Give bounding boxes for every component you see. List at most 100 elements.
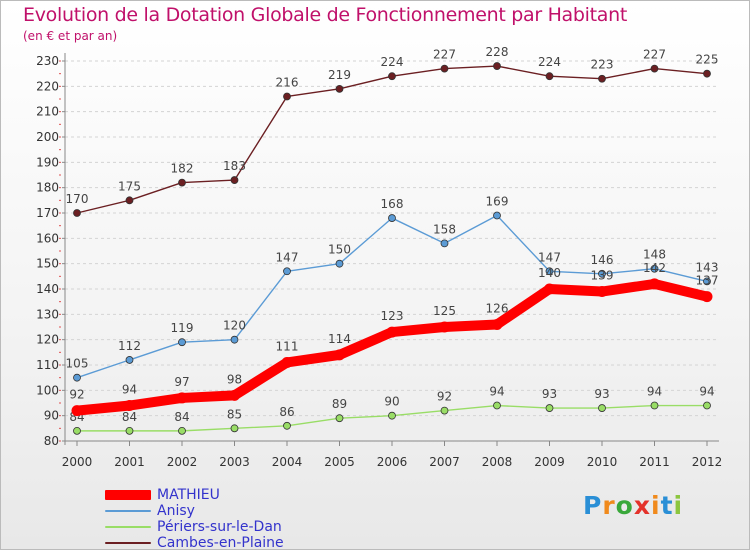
- series-line-cambes-en-plaine: [76, 65, 708, 214]
- data-point: [650, 264, 659, 273]
- data-label: 84: [174, 410, 189, 424]
- data-point: [650, 401, 659, 410]
- data-label: 225: [696, 53, 719, 67]
- data-point: [703, 401, 711, 410]
- y-tick-label: 220: [36, 79, 59, 93]
- data-label: 182: [171, 162, 194, 176]
- y-tick-label: 180: [36, 181, 59, 195]
- data-point: [701, 291, 713, 303]
- x-tick-label: 2004: [272, 455, 303, 469]
- logo-letter: i: [651, 491, 661, 520]
- data-label: 98: [227, 372, 242, 386]
- x-tick-label: 2009: [534, 455, 565, 469]
- data-label: 94: [699, 385, 714, 399]
- data-label: 111: [276, 339, 299, 353]
- data-label: 92: [69, 388, 84, 402]
- data-label: 94: [122, 383, 137, 397]
- data-point: [283, 92, 291, 101]
- logo-letter: P: [583, 491, 603, 520]
- x-tick-label: 2007: [429, 455, 460, 469]
- data-label: 93: [594, 387, 609, 401]
- x-tick-label: 2011: [639, 455, 670, 469]
- data-point: [125, 426, 134, 435]
- chart-title: Evolution de la Dotation Globale de Fonc…: [23, 4, 628, 26]
- y-tick-label: 110: [36, 358, 59, 372]
- data-point: [440, 64, 449, 73]
- data-label: 228: [486, 45, 509, 59]
- data-point: [386, 326, 398, 338]
- data-point: [229, 389, 240, 401]
- y-tick-label: 90: [44, 409, 59, 423]
- y-tick-label: 200: [36, 130, 59, 144]
- data-point: [230, 335, 239, 344]
- data-label: 183: [223, 159, 246, 173]
- y-tick-label: 160: [36, 231, 59, 245]
- data-point: [545, 404, 554, 412]
- data-label: 123: [381, 309, 404, 323]
- series-line-anisy: [76, 214, 708, 379]
- data-label: 140: [538, 266, 561, 280]
- x-tick-label: 2008: [482, 455, 513, 469]
- data-point: [334, 349, 345, 361]
- legend-swatch: [105, 526, 151, 528]
- data-label: 94: [647, 385, 662, 399]
- x-tick-label: 2002: [167, 455, 198, 469]
- legend-label: Cambes-en-Plaine: [157, 535, 284, 550]
- data-point: [125, 196, 134, 205]
- series-line-mathieu: [72, 278, 712, 416]
- legend-item: Périers-sur-le-Dan: [105, 519, 365, 535]
- legend-swatch: [105, 490, 151, 500]
- data-label: 170: [66, 192, 89, 206]
- data-label: 119: [171, 321, 194, 335]
- legend-label: MATHIEU: [157, 487, 220, 503]
- data-label: 148: [643, 248, 666, 262]
- data-label: 175: [118, 179, 141, 193]
- y-tick-label: 140: [36, 282, 59, 296]
- data-label: 94: [489, 385, 504, 399]
- data-point: [73, 209, 81, 217]
- data-label: 227: [643, 48, 666, 62]
- data-point: [335, 84, 344, 93]
- x-tick-label: 2010: [587, 455, 618, 469]
- y-tick-label: 80: [44, 434, 59, 448]
- data-label: 147: [276, 250, 299, 264]
- data-point: [493, 401, 501, 410]
- data-label: 147: [538, 250, 561, 264]
- data-label: 89: [332, 397, 347, 411]
- legend-item: Cambes-en-Plaine: [105, 535, 365, 550]
- data-point: [125, 356, 134, 364]
- y-tick-label: 130: [36, 307, 59, 321]
- x-tick-label: 2000: [62, 455, 93, 469]
- y-tick-label: 190: [36, 155, 59, 169]
- data-point: [335, 259, 344, 268]
- y-tick-label: 210: [36, 105, 59, 119]
- data-point: [281, 356, 293, 368]
- data-label: 168: [381, 197, 404, 211]
- data-point: [491, 318, 503, 330]
- logo-letter: o: [615, 491, 634, 520]
- data-point: [493, 62, 501, 70]
- x-tick-label: 2001: [114, 455, 145, 469]
- data-point: [703, 69, 711, 78]
- data-label: 84: [122, 410, 137, 424]
- data-label: 139: [591, 269, 614, 283]
- data-label: 143: [696, 260, 719, 274]
- data-point: [73, 426, 81, 435]
- data-point: [230, 176, 239, 184]
- data-point: [124, 400, 135, 412]
- data-point: [283, 421, 291, 430]
- legend-swatch: [105, 542, 151, 544]
- y-tick-label: 230: [36, 54, 59, 68]
- data-point: [388, 411, 396, 420]
- data-label: 150: [328, 243, 351, 257]
- data-label: 120: [223, 319, 246, 333]
- data-label: 93: [542, 387, 557, 401]
- data-point: [545, 72, 554, 81]
- data-label: 158: [433, 222, 456, 236]
- x-tick-label: 2003: [219, 455, 250, 469]
- data-label: 223: [591, 58, 614, 72]
- data-point: [439, 321, 450, 333]
- data-label: 114: [328, 332, 351, 346]
- data-label: 169: [486, 195, 509, 209]
- data-point: [544, 283, 555, 295]
